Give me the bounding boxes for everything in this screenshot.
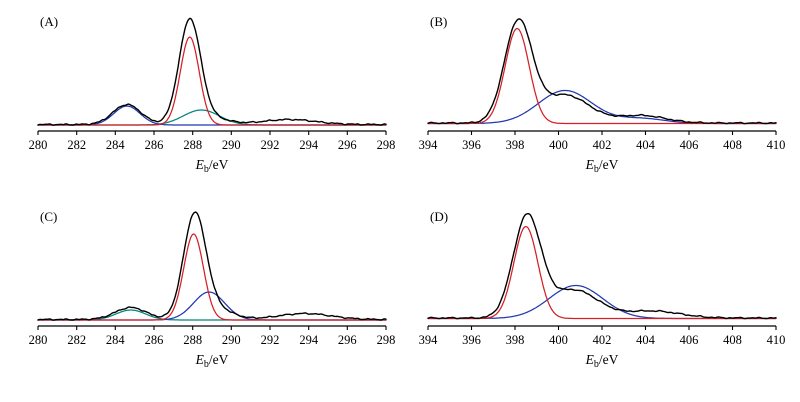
x-tick-label: 400 <box>549 333 568 347</box>
x-tick-label: 290 <box>222 333 241 347</box>
series-fit-component-red <box>37 233 387 321</box>
x-axis-title: Eb/eV <box>585 157 619 175</box>
x-tick-label: 298 <box>377 333 396 347</box>
series-fit-component-red <box>427 225 777 320</box>
panel-d-chart: 394 396 398 400 402 404 406 408 410 Eb/eV (D) <box>419 209 786 370</box>
panel-label: (A) <box>40 14 58 29</box>
x-axis-title: Eb/eV <box>195 352 229 370</box>
x-tick-label: 282 <box>67 138 86 152</box>
x-tick-label: 294 <box>299 138 319 152</box>
panel-a-chart: 280 282 284 286 288 290 292 294 296 298 Eb/eV (A) <box>29 14 396 175</box>
x-tick-label: 402 <box>593 138 612 152</box>
panel-c-chart: 280 282 284 286 288 290 292 294 296 298 Eb/eV (C) <box>29 209 396 370</box>
x-tick-label: 396 <box>462 333 481 347</box>
x-tick-label: 288 <box>183 333 202 347</box>
x-tick-label: 288 <box>183 138 202 152</box>
panel-c: 280 282 284 286 288 290 292 294 296 298 Eb/eV (C) <box>10 201 400 396</box>
panel-label: (D) <box>430 209 448 224</box>
panel-d: 394 396 398 400 402 404 406 408 410 Eb/eV (D) <box>400 201 790 396</box>
x-tick-label: 286 <box>145 138 164 152</box>
series-fit-component-teal <box>37 309 387 321</box>
x-tick-label: 284 <box>106 333 126 347</box>
panel-b: 394 396 398 400 402 404 406 408 410 Eb/eV (B) <box>400 6 790 201</box>
x-tick-label: 294 <box>299 333 319 347</box>
x-tick-label: 292 <box>261 333 280 347</box>
series-envelope <box>427 18 777 125</box>
x-tick-label: 286 <box>145 333 164 347</box>
panel-label: (B) <box>430 14 447 29</box>
x-tick-label: 398 <box>506 138 525 152</box>
x-tick-label: 402 <box>593 333 612 347</box>
panel-label: (C) <box>40 209 57 224</box>
x-tick-label: 410 <box>767 333 786 347</box>
x-tick-label: 292 <box>261 138 280 152</box>
x-tick-label: 408 <box>723 138 742 152</box>
x-tick-label: 282 <box>67 333 86 347</box>
x-tick-label: 404 <box>636 333 656 347</box>
series-fit-component-red <box>37 36 387 126</box>
x-tick-label: 296 <box>338 333 357 347</box>
x-tick-label: 280 <box>29 333 48 347</box>
series-envelope <box>37 17 387 126</box>
panel-b-chart: 394 396 398 400 402 404 406 408 410 Eb/eV (B) <box>419 14 786 175</box>
series-envelope <box>37 211 387 321</box>
x-tick-label: 394 <box>419 138 439 152</box>
x-tick-label: 284 <box>106 138 126 152</box>
x-tick-label: 406 <box>680 333 699 347</box>
x-tick-label: 280 <box>29 138 48 152</box>
series-fit-component-blue <box>427 89 777 125</box>
panel-a: 280 282 284 286 288 290 292 294 296 298 Eb/eV (A) <box>10 6 400 201</box>
x-tick-label: 398 <box>506 333 525 347</box>
series-fit-component-blue <box>37 105 387 126</box>
x-tick-label: 290 <box>222 138 241 152</box>
series-envelope <box>427 213 777 320</box>
series-fit-component-red <box>427 27 777 125</box>
x-tick-label: 400 <box>549 138 568 152</box>
x-tick-label: 396 <box>462 138 481 152</box>
x-axis-title: Eb/eV <box>585 352 619 370</box>
x-tick-label: 404 <box>636 138 656 152</box>
x-tick-label: 298 <box>377 138 396 152</box>
x-tick-label: 410 <box>767 138 786 152</box>
x-tick-label: 408 <box>723 333 742 347</box>
x-axis-title: Eb/eV <box>195 157 229 175</box>
x-tick-label: 296 <box>338 138 357 152</box>
x-tick-label: 394 <box>419 333 439 347</box>
x-tick-label: 406 <box>680 138 699 152</box>
